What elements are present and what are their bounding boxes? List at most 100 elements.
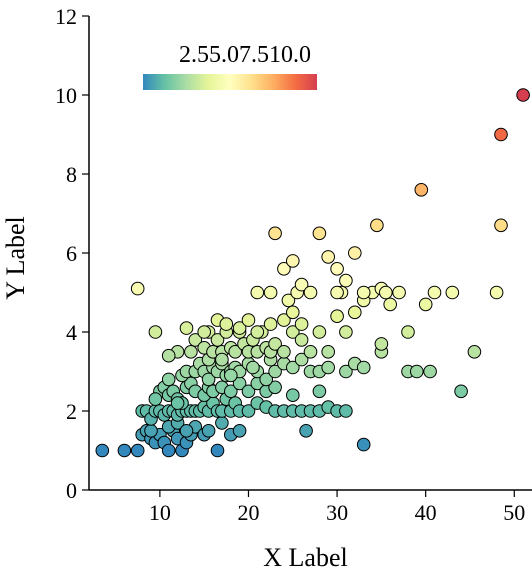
- x-axis-label: X Label: [263, 543, 347, 572]
- data-point: [356, 437, 371, 452]
- colorbar: 2.55.07.510.0: [143, 42, 317, 90]
- data-point: [241, 384, 256, 399]
- data-point: [339, 364, 353, 379]
- data-point: [179, 424, 194, 438]
- data-point: [356, 360, 371, 375]
- data-point: [210, 333, 225, 347]
- data-point: [241, 313, 256, 327]
- data-point: [188, 333, 203, 347]
- data-point: [299, 424, 313, 438]
- data-point: [294, 333, 309, 347]
- data-point: [241, 404, 256, 418]
- x-tick-label: 50: [503, 500, 525, 525]
- data-point: [303, 285, 318, 300]
- x-tick-label: 30: [326, 500, 348, 525]
- data-point: [130, 281, 145, 296]
- data-point: [410, 364, 424, 379]
- data-point: [277, 345, 291, 359]
- data-point: [379, 285, 393, 300]
- x-tick-label: 10: [149, 500, 171, 525]
- data-point: [330, 309, 344, 324]
- data-point: [210, 443, 225, 458]
- axes: 10 20 30 40 50 0 2 4 6 8 10 12: [55, 4, 532, 525]
- data-point: [294, 317, 309, 331]
- data-point: [418, 297, 433, 312]
- data-point: [339, 404, 353, 418]
- data-point: [232, 424, 247, 438]
- data-point: [339, 273, 353, 288]
- data-point: [117, 443, 132, 458]
- data-point: [250, 285, 265, 300]
- data-point: [294, 352, 309, 367]
- y-axis-label: Y Label: [1, 216, 30, 300]
- data-point: [286, 360, 300, 375]
- data-point: [148, 392, 163, 406]
- data-point: [286, 254, 300, 268]
- data-point: [170, 396, 185, 410]
- data-point: [294, 277, 309, 292]
- data-point: [312, 384, 327, 399]
- data-point: [370, 218, 384, 233]
- data-point: [281, 293, 296, 308]
- data-point: [259, 372, 274, 387]
- y-tick-label: 8: [66, 162, 77, 187]
- data-point: [445, 285, 460, 300]
- data-point: [161, 372, 176, 387]
- data-point: [268, 380, 282, 395]
- data-point: [321, 345, 336, 359]
- data-point: [489, 285, 504, 300]
- data-point: [201, 372, 216, 387]
- data-point: [330, 285, 344, 300]
- x-tick-label: 20: [237, 500, 259, 525]
- data-point: [250, 325, 265, 339]
- data-point: [201, 424, 216, 438]
- data-point: [339, 325, 353, 339]
- data-point: [277, 313, 291, 327]
- data-point: [263, 317, 278, 331]
- data-point: [494, 127, 508, 142]
- y-tick-label: 0: [66, 478, 77, 503]
- data-point: [312, 226, 327, 241]
- data-point: [286, 388, 300, 403]
- data-point: [224, 384, 238, 399]
- data-point: [467, 345, 482, 359]
- data-point: [321, 250, 336, 264]
- data-point: [286, 305, 300, 320]
- data-point: [312, 325, 327, 339]
- data-point: [228, 345, 242, 359]
- y-tick-label: 6: [66, 241, 77, 266]
- data-point: [454, 384, 468, 399]
- data-point: [516, 88, 530, 102]
- data-point: [383, 297, 398, 312]
- data-point: [130, 443, 145, 458]
- data-point: [179, 321, 194, 335]
- y-tick-label: 4: [66, 320, 77, 345]
- data-point: [219, 317, 234, 331]
- data-point: [95, 443, 110, 458]
- data-point: [263, 285, 278, 300]
- data-point: [494, 218, 508, 233]
- data-point: [224, 368, 238, 383]
- data-point: [356, 285, 371, 300]
- data-point: [374, 337, 389, 351]
- data-point: [423, 364, 437, 379]
- data-point: [330, 262, 344, 276]
- data-point: [401, 325, 415, 339]
- data-point: [232, 321, 247, 335]
- colorbar-tick-labels: 2.55.07.510.0: [179, 42, 311, 68]
- data-point: [268, 226, 282, 241]
- y-tick-label: 12: [55, 4, 77, 29]
- data-point: [348, 246, 362, 260]
- points-layer: [95, 88, 530, 458]
- data-point: [392, 285, 406, 300]
- data-point: [427, 285, 442, 300]
- data-point: [161, 348, 176, 363]
- x-tick-label: 40: [415, 500, 437, 525]
- data-point: [277, 262, 291, 276]
- data-point: [246, 360, 260, 375]
- data-point: [414, 183, 429, 197]
- colorbar-gradient: [143, 74, 317, 90]
- y-tick-label: 10: [55, 83, 77, 108]
- data-point: [268, 337, 282, 351]
